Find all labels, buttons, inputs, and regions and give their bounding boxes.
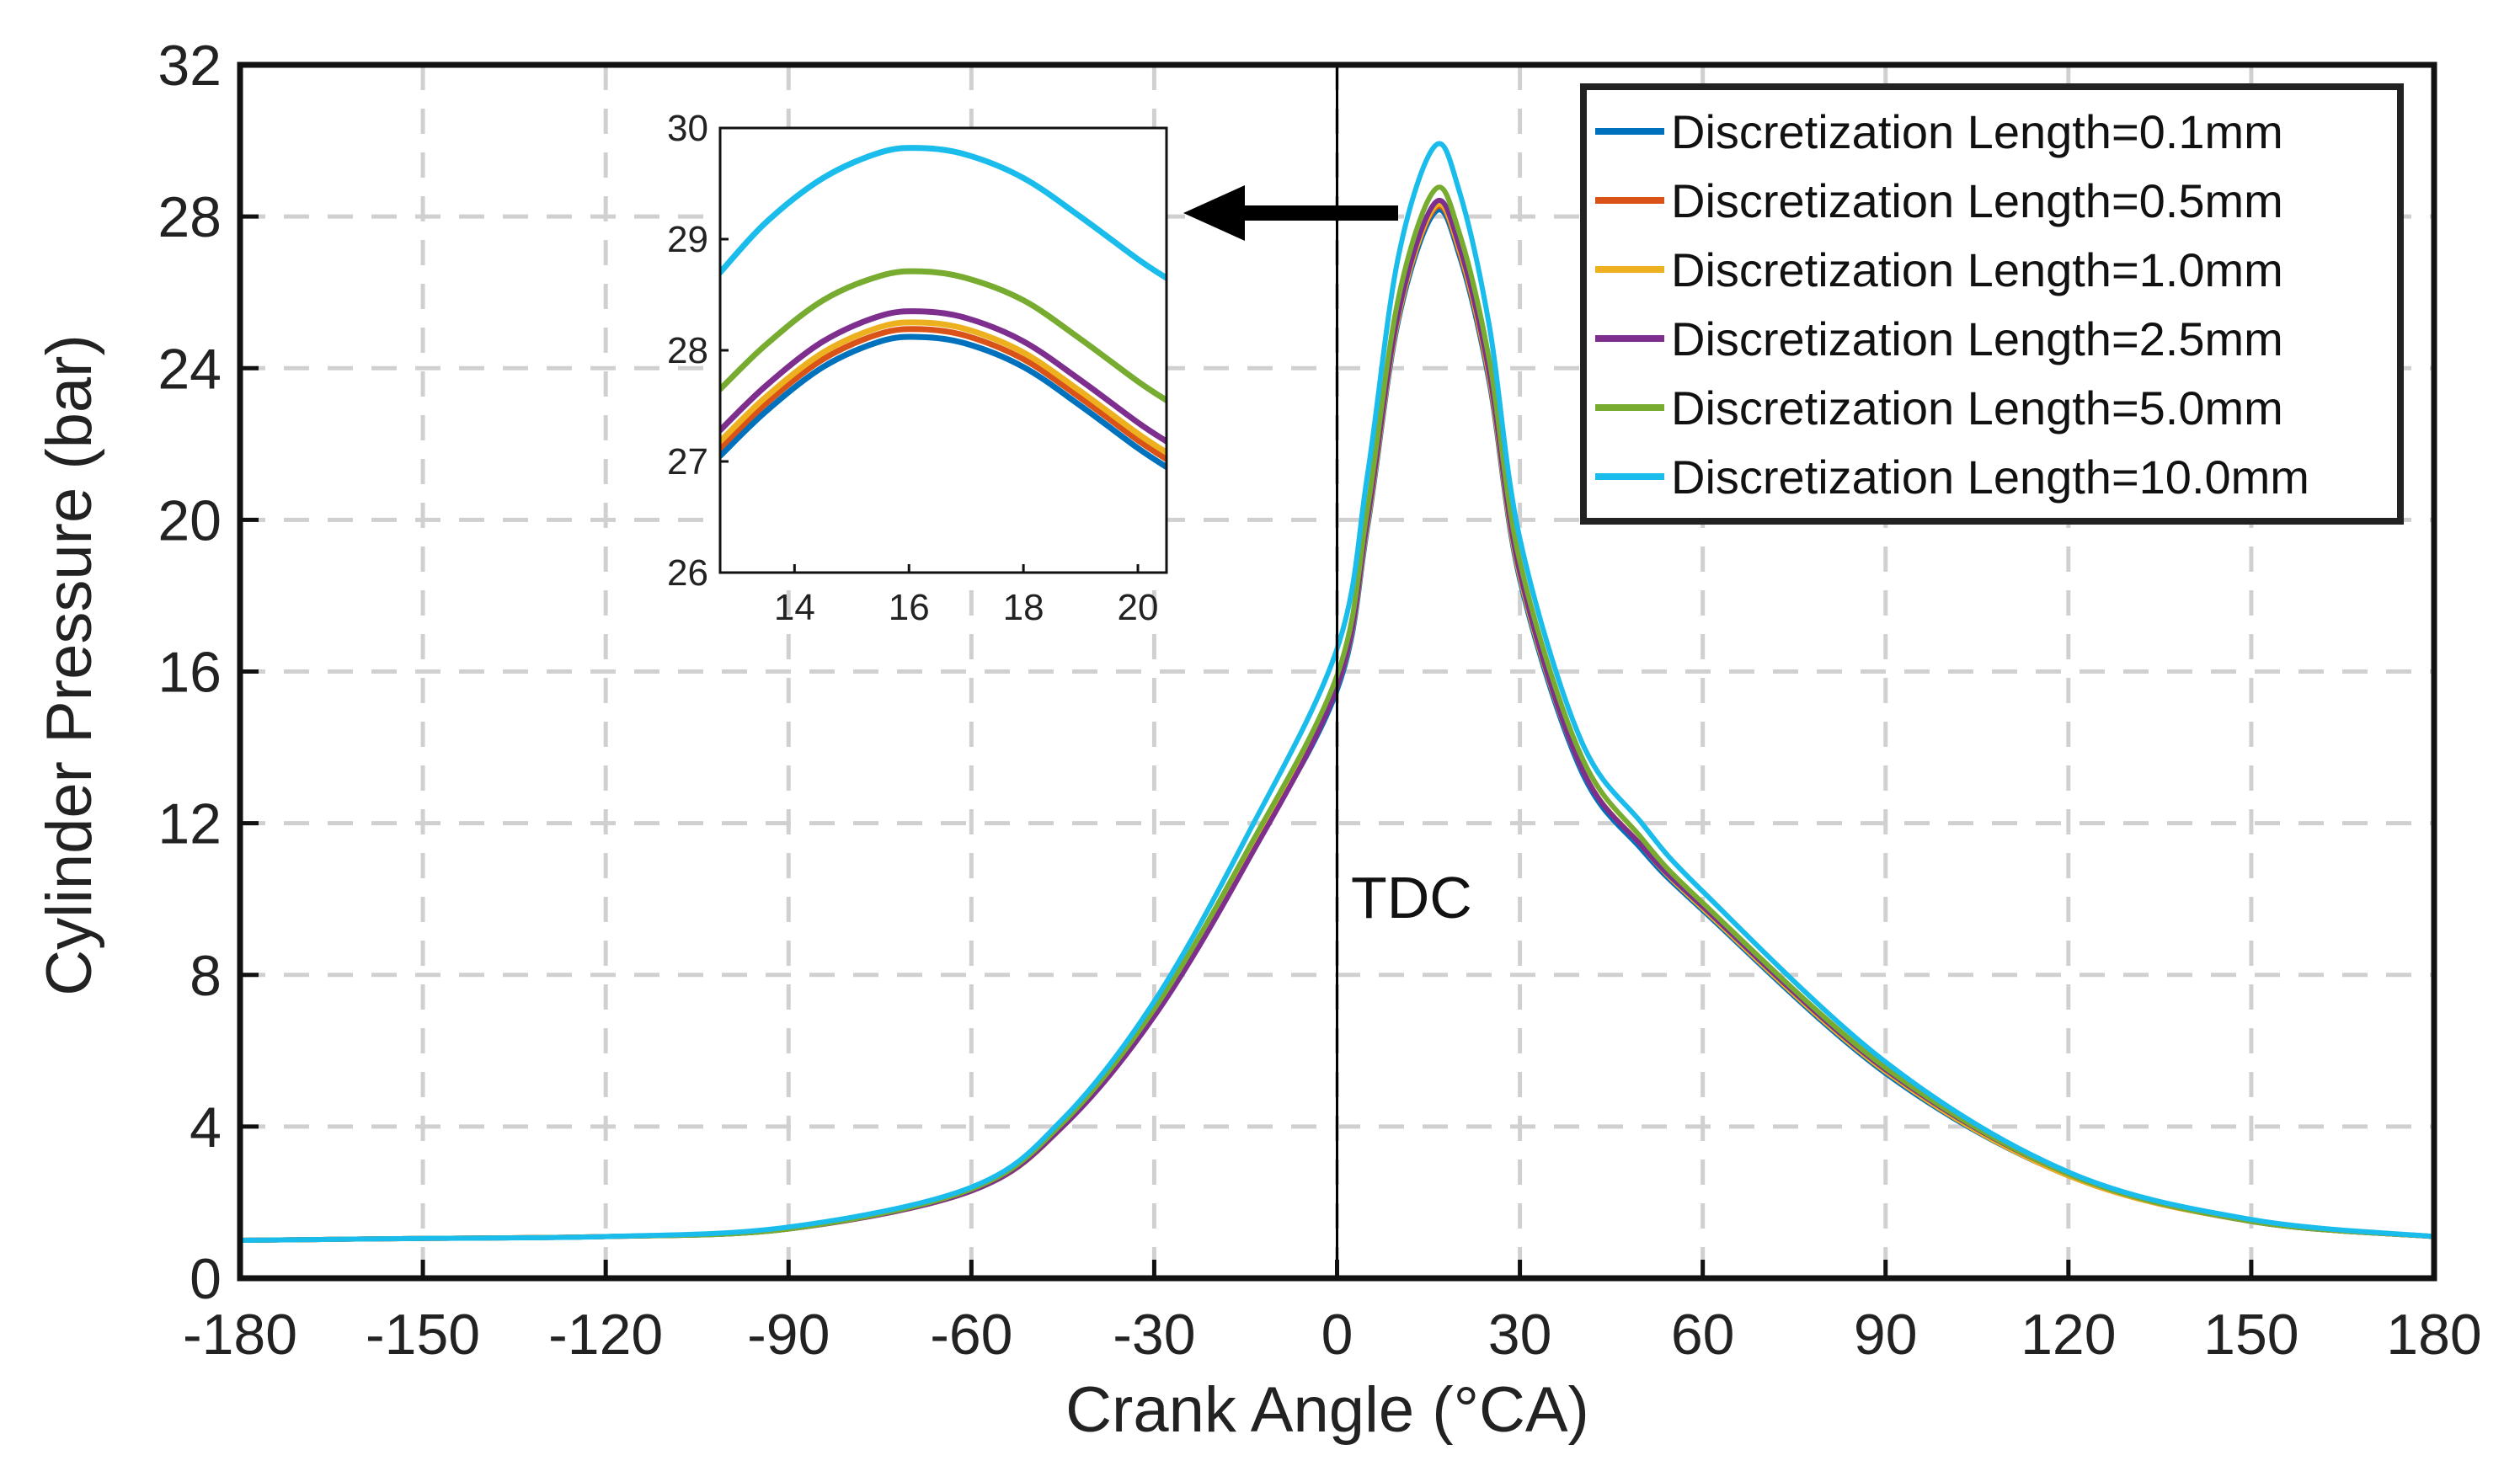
inset-series-group [720, 145, 1167, 471]
inset-series-line-4 [720, 308, 1167, 445]
inset-plot: 14 16 18 20 26 27 28 29 30 [667, 108, 1168, 628]
legend-label-1: Discretization Length=0.1mm [1671, 105, 2283, 158]
legend-label-3: Discretization Length=1.0mm [1671, 243, 2283, 296]
x-axis-label: Crank Angle (°CA) [1065, 1374, 1589, 1446]
x-tick-label: 90 [1854, 1303, 1918, 1367]
y-tick-label: 12 [158, 792, 222, 856]
inset-arrow [1183, 185, 1398, 241]
inset-y-tick-label: 28 [667, 330, 708, 371]
y-tick-label: 0 [190, 1247, 222, 1311]
legend: Discretization Length=0.1mm Discretizatio… [1580, 83, 2404, 525]
y-tick-label: 32 [158, 34, 222, 98]
tdc-annotation: TDC [1351, 865, 1472, 930]
inset-series-line-2 [720, 326, 1167, 462]
y-tick-label: 28 [158, 185, 222, 249]
inset-series-line-5 [720, 268, 1167, 403]
inset-y-tick-label: 30 [667, 108, 708, 149]
x-tick-label: 180 [2386, 1303, 2481, 1367]
x-tick-label: 120 [2021, 1303, 2116, 1367]
legend-label-5: Discretization Length=5.0mm [1671, 381, 2283, 434]
y-tick-label: 8 [190, 944, 222, 1008]
x-tick-label: -90 [747, 1303, 830, 1367]
y-tick-label: 4 [190, 1096, 222, 1159]
legend-box [1580, 83, 2404, 525]
x-tick-label: 30 [1488, 1303, 1552, 1367]
main-tick-labels: -180 -150 -120 -90 -60 -30 0 30 60 90 120 150 180 0 4 8… [158, 34, 2481, 1367]
inset-x-tick-label: 18 [1003, 587, 1044, 628]
inset-tick-labels: 14 16 18 20 26 27 28 29 30 [667, 108, 1158, 628]
main-series-group [238, 141, 2437, 1243]
x-tick-label: 60 [1671, 1303, 1735, 1367]
x-tick-label: 150 [2203, 1303, 2298, 1367]
x-tick-label: -150 [366, 1303, 480, 1367]
legend-label-6: Discretization Length=10.0mm [1671, 450, 2309, 504]
inset-series-line-3 [720, 319, 1167, 456]
inset-x-tick-label: 20 [1118, 587, 1159, 628]
inset-y-tick-label: 26 [667, 552, 708, 594]
x-tick-label: 0 [1321, 1303, 1353, 1367]
x-tick-label: -60 [930, 1303, 1012, 1367]
y-axis-label: Cylinder Pressure (bar) [34, 334, 105, 996]
x-tick-label: -180 [183, 1303, 297, 1367]
inset-y-tick-label: 29 [667, 219, 708, 260]
y-tick-label: 24 [158, 337, 222, 401]
inset-arrow-head [1183, 185, 1245, 241]
inset-x-tick-label: 14 [774, 587, 815, 628]
legend-label-4: Discretization Length=2.5mm [1671, 312, 2283, 365]
inset-series-line-6 [720, 145, 1167, 281]
inset-series-line-1 [720, 333, 1167, 471]
inset-y-tick-label: 27 [667, 441, 708, 482]
y-tick-label: 16 [158, 641, 222, 705]
x-tick-label: -120 [548, 1303, 663, 1367]
legend-label-2: Discretization Length=0.5mm [1671, 174, 2283, 227]
y-tick-label: 20 [158, 488, 222, 552]
x-tick-label: -30 [1113, 1303, 1195, 1367]
inset-x-tick-label: 16 [889, 587, 930, 628]
series-line-6 [238, 141, 2437, 1243]
